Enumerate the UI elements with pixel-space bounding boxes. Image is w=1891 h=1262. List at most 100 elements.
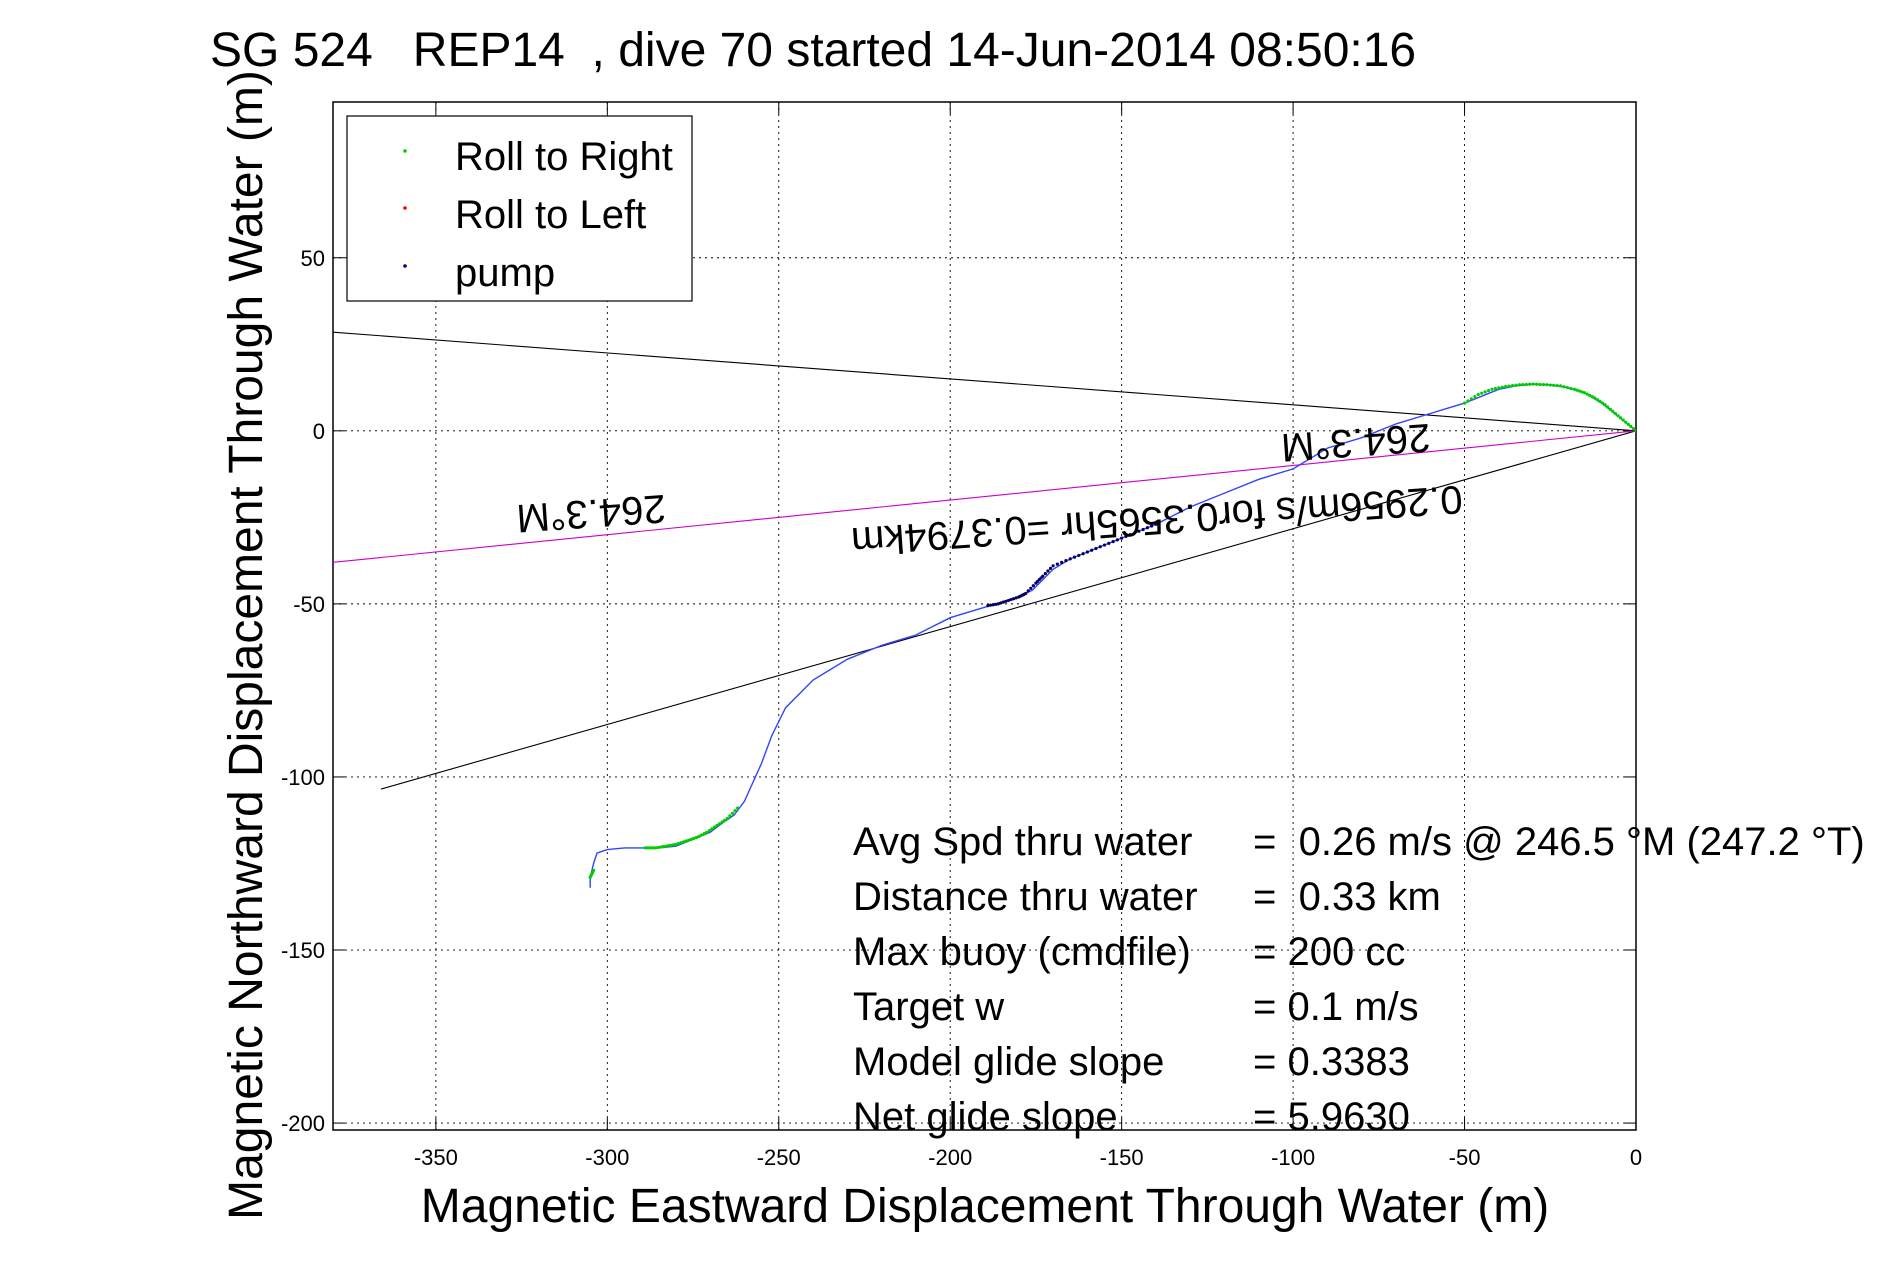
pump-point <box>1154 522 1158 526</box>
pump-point <box>1004 599 1008 603</box>
stat-label-avg-spd: Avg Spd thru water <box>853 820 1192 864</box>
roll-right-point <box>1462 401 1467 405</box>
y-tick-label: -50 <box>293 592 325 617</box>
pump-point <box>991 603 995 607</box>
roll-right-point <box>1634 429 1636 433</box>
roll-right-point <box>671 843 675 847</box>
stat-value-max-buoy: = 200 cc <box>1253 930 1405 974</box>
pump-point <box>986 604 990 608</box>
legend-label-pump: pump <box>455 251 555 295</box>
roll-right-point <box>1483 390 1487 394</box>
roll-right-point <box>1555 383 1559 388</box>
pump-point <box>996 602 1000 606</box>
stat-value-avg-spd: = 0.26 m/s @ 246.5 °M (247.2 °T) <box>1253 820 1865 864</box>
roll-right-point <box>1585 392 1589 396</box>
pump-point <box>1145 526 1149 530</box>
pump-point <box>1017 595 1021 599</box>
pump-point <box>1120 536 1124 540</box>
roll-right-point <box>1603 403 1607 407</box>
roll-right-point <box>720 820 724 824</box>
roll-right-point <box>1621 418 1625 422</box>
stat-value-distance: = 0.33 km <box>1253 875 1441 919</box>
roll-right-point <box>1600 401 1605 405</box>
roll-right-point <box>1626 422 1630 426</box>
roll-right-point <box>1590 395 1594 399</box>
pump-point <box>1048 566 1053 571</box>
annotation-text: 264.3°M <box>515 486 667 540</box>
legend-item-roll-right: Roll to Right <box>403 135 673 179</box>
roll-right-point <box>1545 383 1549 387</box>
x-axis-ticks: -350 -300 -250 -200 -150 -100 -50 0 <box>414 102 1642 1170</box>
stat-value-net-glide: = 5.9630 <box>1253 1095 1410 1139</box>
roll-right-point <box>705 830 709 834</box>
roll-right-point <box>1606 405 1610 409</box>
roll-right-point <box>674 842 678 847</box>
roll-right-point <box>653 846 657 850</box>
y-tick-label: -100 <box>281 765 325 790</box>
roll-right-point <box>689 837 693 841</box>
roll-right-point <box>697 834 701 838</box>
pump-point <box>1001 600 1005 604</box>
pump-point <box>1098 545 1102 549</box>
roll-right-point <box>656 845 660 850</box>
pump-point <box>1094 546 1098 551</box>
roll-right-point <box>1466 399 1470 403</box>
pump-point <box>1026 589 1030 593</box>
roll-right-point <box>1500 385 1504 389</box>
roll-right-point <box>1598 399 1602 404</box>
roll-right-point <box>664 844 668 848</box>
pump-point <box>1150 524 1154 528</box>
roll-right-point <box>1608 407 1612 411</box>
x-tick-label: -200 <box>928 1145 972 1170</box>
marker-series <box>588 382 1636 879</box>
pump-point <box>994 602 998 606</box>
roll-right-point <box>723 818 727 822</box>
y-axis-ticks: 50 0 -50 -100 -150 -200 <box>281 246 1636 1136</box>
roll-right-point <box>1582 391 1587 395</box>
roll-right-point <box>1493 386 1498 391</box>
x-tick-label: -50 <box>1449 1145 1481 1170</box>
roll-right-point <box>1624 420 1628 424</box>
roll-right-point <box>730 811 735 815</box>
pump-point <box>1077 553 1081 558</box>
roll-right-point <box>682 840 686 844</box>
x-tick-label: -350 <box>414 1145 458 1170</box>
y-tick-label: 50 <box>301 246 325 271</box>
legend-marker-roll-left <box>403 206 407 210</box>
roll-right-point <box>1631 427 1636 431</box>
pump-point <box>988 603 993 607</box>
roll-right-point <box>725 816 729 821</box>
chart-title: SG 524 REP14 , dive 70 started 14-Jun-20… <box>210 24 1416 77</box>
roll-right-point <box>1524 382 1528 387</box>
roll-right-point <box>666 844 670 848</box>
legend: Roll to Right Roll to Left pump <box>346 115 693 302</box>
y-tick-label: 0 <box>313 419 325 444</box>
annotation-text: 264.3°M <box>1280 415 1432 469</box>
roll-right-point <box>643 846 647 850</box>
roll-right-point <box>1514 383 1518 387</box>
pump-point <box>1064 559 1068 563</box>
legend-marker-pump <box>403 264 407 268</box>
roll-right-point <box>1538 382 1542 387</box>
roll-right-point <box>1531 382 1535 386</box>
roll-right-point <box>718 822 722 826</box>
roll-right-point <box>1552 383 1556 387</box>
stat-value-target-w: = 0.1 m/s <box>1253 985 1419 1029</box>
heading-line <box>333 430 1636 563</box>
roll-right-point <box>733 809 737 813</box>
roll-right-point <box>1593 396 1597 400</box>
roll-right-point <box>684 839 688 843</box>
pump-point <box>1031 584 1035 588</box>
roll-right-point <box>1490 387 1494 391</box>
roll-right-point <box>1476 392 1480 397</box>
pump-point <box>1046 569 1050 573</box>
pump-point <box>1055 562 1059 566</box>
y-tick-label: -150 <box>281 938 325 963</box>
roll-right-point <box>1558 384 1563 388</box>
y-tick-label: -200 <box>281 1111 325 1136</box>
pump-point <box>1090 548 1094 552</box>
roll-right-point <box>1469 397 1474 401</box>
roll-right-point <box>648 846 652 850</box>
pump-point <box>1137 529 1141 533</box>
roll-right-point <box>1577 389 1582 393</box>
